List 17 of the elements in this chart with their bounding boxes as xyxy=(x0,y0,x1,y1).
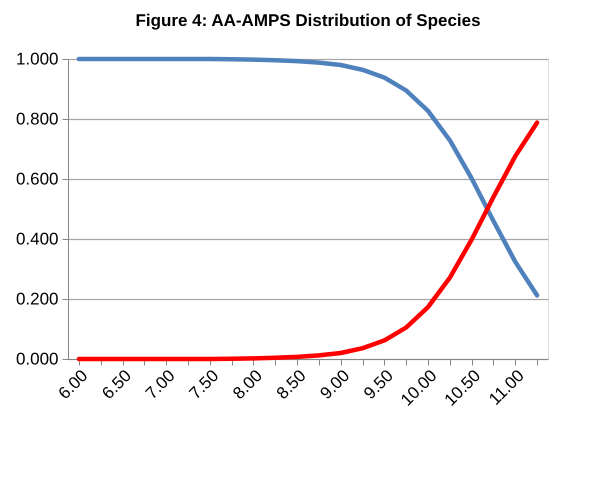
line-series xyxy=(76,56,540,298)
y-tick-label: 0.200 xyxy=(16,290,58,308)
x-tick-label: 7.50 xyxy=(186,366,222,403)
y-tick-label: 1.000 xyxy=(16,50,58,68)
y-tick-label: 0.600 xyxy=(16,170,58,188)
x-tick-label: 9.00 xyxy=(316,366,354,403)
y-tick-label: 0.400 xyxy=(16,230,58,248)
chart-title: Figure 4: AA-AMPS Distribution of Species xyxy=(135,11,481,30)
y-tick-label: 0.800 xyxy=(16,110,58,128)
x-tick-label: 7.00 xyxy=(142,366,179,403)
x-tick-label: 8.50 xyxy=(272,366,310,403)
x-tick-label: 8.00 xyxy=(229,366,266,403)
x-tick-label: 6.50 xyxy=(98,366,136,403)
y-tick-label: 0.000 xyxy=(16,350,58,368)
x-tick-label: 9.50 xyxy=(360,366,397,403)
line-series xyxy=(76,120,540,362)
x-tick-label: 6.00 xyxy=(54,366,92,403)
